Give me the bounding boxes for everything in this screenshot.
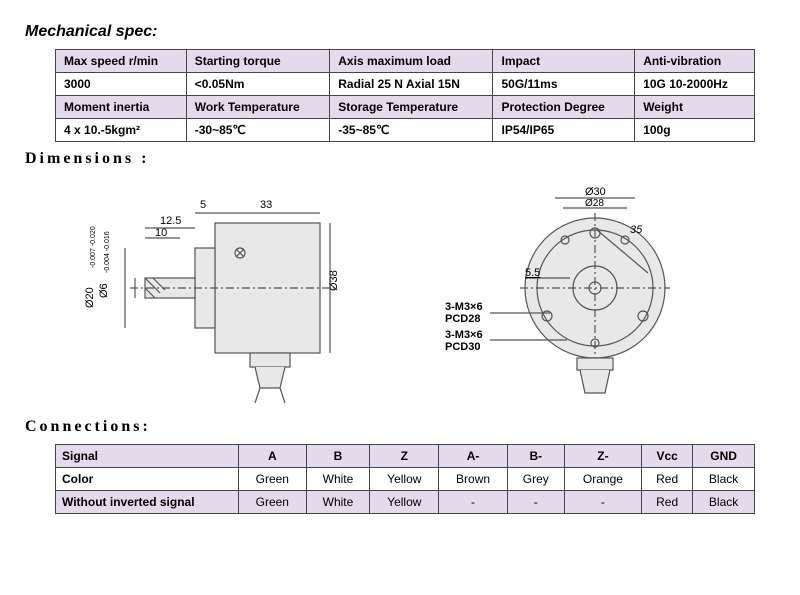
cell: White — [306, 468, 370, 491]
mech-spec-table: Max speed r/min Starting torque Axis max… — [55, 49, 755, 142]
dim-label: 3-M3×6 — [445, 329, 483, 341]
cell: Green — [239, 491, 307, 514]
dim-tol: -0.004 -0.016 — [104, 231, 111, 273]
dim-label: Ø28 — [585, 198, 604, 209]
dim-label: Ø30 — [585, 186, 606, 198]
connections-table: Signal A B Z A- B- Z- Vcc GND Color Gree… — [55, 444, 755, 514]
dim-label: Ø6 — [98, 283, 110, 298]
cell: 50G/11ms — [493, 73, 635, 96]
dim-label: 10 — [155, 227, 167, 239]
cell: Signal — [56, 445, 239, 468]
cell: Orange — [564, 468, 641, 491]
dim-label: 12.5 — [160, 215, 181, 227]
cell: Color — [56, 468, 239, 491]
cell: Protection Degree — [493, 96, 635, 119]
cell: Anti-vibration — [635, 50, 755, 73]
mech-title: Mechanical spec: — [25, 23, 775, 41]
cell: GND — [693, 445, 755, 468]
cell: Starting torque — [186, 50, 330, 73]
dim-label: Ø20 — [84, 287, 96, 308]
cell: Z — [370, 445, 439, 468]
dim-label: 3-M3×6 — [445, 301, 483, 313]
cell: Black — [693, 468, 755, 491]
cell: B- — [507, 445, 564, 468]
dim-label: 35 — [630, 224, 643, 236]
cell: Work Temperature — [186, 96, 330, 119]
cell: - — [507, 491, 564, 514]
cell: Yellow — [370, 491, 439, 514]
cell: Weight — [635, 96, 755, 119]
dimensions-diagram: 12.5 5 33 10 Ø38 Ø20 Ø6 -0.007 -0.020 -0… — [65, 178, 775, 408]
table-row: Color Green White Yellow Brown Grey Oran… — [56, 468, 755, 491]
cell: Red — [642, 468, 693, 491]
table-row: Moment inertia Work Temperature Storage … — [56, 96, 755, 119]
table-row: Signal A B Z A- B- Z- Vcc GND — [56, 445, 755, 468]
dim-tol: -0.007 -0.020 — [90, 226, 97, 268]
dim-label: PCD28 — [445, 313, 480, 325]
side-view-drawing: 12.5 5 33 10 Ø38 Ø20 Ø6 -0.007 -0.020 -0… — [65, 178, 365, 408]
cell: A- — [439, 445, 508, 468]
cell: Green — [239, 468, 307, 491]
dim-label: Ø38 — [328, 270, 340, 291]
cell: - — [564, 491, 641, 514]
cell: -35~85℃ — [330, 119, 493, 142]
cell: 100g — [635, 119, 755, 142]
cell: Radial 25 N Axial 15N — [330, 73, 493, 96]
dim-label: 33 — [260, 199, 272, 211]
cell: -30~85℃ — [186, 119, 330, 142]
table-row: Without inverted signal Green White Yell… — [56, 491, 755, 514]
cell: Vcc — [642, 445, 693, 468]
cell: Without inverted signal — [56, 491, 239, 514]
dim-label: 5 — [200, 199, 206, 211]
table-row: Max speed r/min Starting torque Axis max… — [56, 50, 755, 73]
cell: Z- — [564, 445, 641, 468]
dim-label: PCD30 — [445, 341, 480, 353]
cell: Storage Temperature — [330, 96, 493, 119]
table-row: 4 x 10.-5kgm² -30~85℃ -35~85℃ IP54/IP65 … — [56, 119, 755, 142]
cell: IP54/IP65 — [493, 119, 635, 142]
cell: <0.05Nm — [186, 73, 330, 96]
dim-label: 5.5 — [525, 267, 540, 279]
cell: A — [239, 445, 307, 468]
cell: White — [306, 491, 370, 514]
cell: B — [306, 445, 370, 468]
front-view-drawing: Ø30 Ø28 35 5.5 3-M3×6 PCD28 3-M3×6 PCD30 — [425, 178, 725, 408]
cell: Moment inertia — [56, 96, 187, 119]
cell: Axis maximum load — [330, 50, 493, 73]
dims-title: Dimensions : — [25, 150, 775, 168]
cell: Brown — [439, 468, 508, 491]
cell: Red — [642, 491, 693, 514]
cell: Max speed r/min — [56, 50, 187, 73]
conn-title: Connections: — [25, 418, 775, 436]
cell: Grey — [507, 468, 564, 491]
cell: Impact — [493, 50, 635, 73]
cell: 4 x 10.-5kgm² — [56, 119, 187, 142]
cell: Black — [693, 491, 755, 514]
cell: - — [439, 491, 508, 514]
cell: Yellow — [370, 468, 439, 491]
cell: 10G 10-2000Hz — [635, 73, 755, 96]
table-row: 3000 <0.05Nm Radial 25 N Axial 15N 50G/1… — [56, 73, 755, 96]
cell: 3000 — [56, 73, 187, 96]
